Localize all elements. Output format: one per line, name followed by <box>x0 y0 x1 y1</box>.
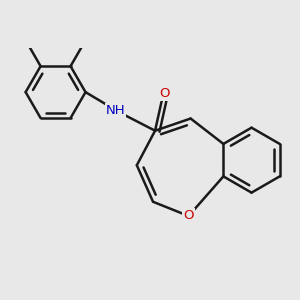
Text: NH: NH <box>106 104 125 117</box>
Text: O: O <box>159 87 169 100</box>
Text: O: O <box>183 209 194 223</box>
